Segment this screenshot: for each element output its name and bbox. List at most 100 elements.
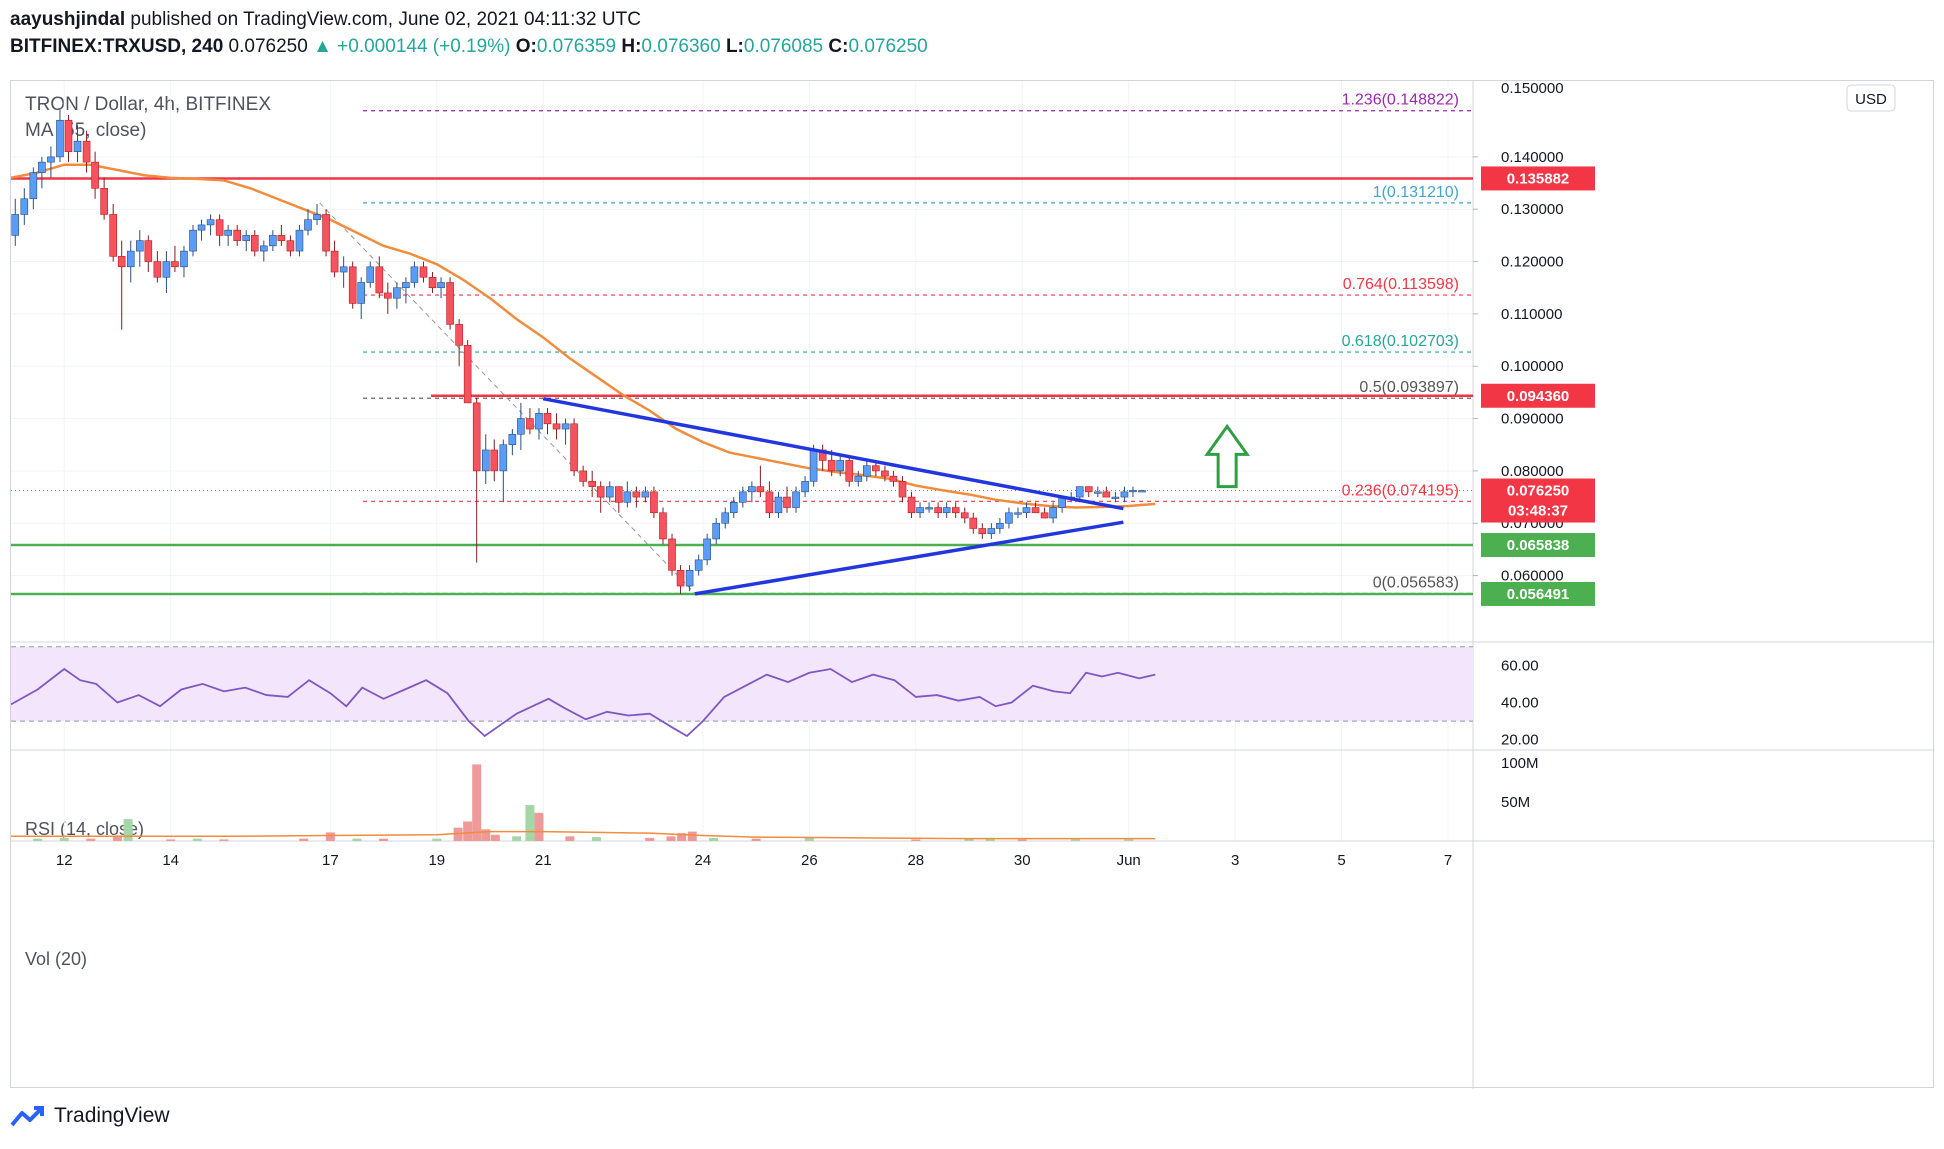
candle-body	[215, 219, 224, 236]
volume-bar	[432, 838, 442, 841]
candle-body	[1022, 507, 1031, 514]
volume-bar	[192, 838, 202, 841]
rsi-band	[11, 646, 1473, 722]
candle-body	[1094, 491, 1102, 494]
fib-level-label: 0.5(0.093897)	[1359, 379, 1459, 396]
volume-bar	[112, 836, 122, 841]
x-tick-label: 24	[695, 852, 712, 869]
candle-body	[641, 491, 650, 498]
fib-level-label: 1(0.131210)	[1373, 184, 1459, 201]
candle-body	[588, 481, 596, 487]
volume-bar	[1124, 839, 1134, 841]
rsi-tick-label: 60.00	[1501, 657, 1539, 674]
volume-bar	[166, 839, 176, 841]
candle-body	[969, 517, 978, 529]
candle-body	[197, 224, 206, 231]
y-tick-label: 0.120000	[1501, 254, 1564, 271]
candle-body	[109, 214, 117, 257]
candle-body	[375, 266, 384, 294]
candle-body	[508, 433, 517, 446]
candle-body	[925, 507, 933, 510]
candle-body	[535, 413, 543, 430]
candle-body	[615, 486, 623, 503]
y-tick-label: 0.140000	[1501, 149, 1564, 166]
candle-body	[1075, 486, 1084, 498]
volume-bar	[1070, 839, 1080, 841]
candle-body	[517, 418, 525, 435]
candle-body	[872, 465, 880, 472]
volume-bar	[804, 837, 814, 841]
volume-bar	[481, 829, 491, 841]
candle-body	[1014, 512, 1022, 515]
candle-body	[366, 266, 375, 283]
high-label: H:	[621, 36, 642, 57]
x-tick-label: 14	[162, 852, 179, 869]
candle-body	[428, 276, 437, 289]
candle-body	[171, 261, 179, 268]
x-tick-label: 26	[801, 852, 818, 869]
volume-bar	[463, 821, 473, 841]
candle-body	[1138, 490, 1146, 493]
candle-body	[20, 198, 29, 215]
low-value: 0.076085	[743, 36, 824, 57]
rsi-line	[11, 667, 1156, 738]
candle-body	[1005, 512, 1013, 524]
volume-ma-line	[11, 830, 1156, 840]
candle-body	[455, 324, 463, 346]
symbol-legend: TRON / Dollar, 4h, BITFINEX	[25, 94, 271, 115]
candle-body	[809, 449, 818, 482]
candle-body	[739, 491, 747, 503]
candle-body	[490, 449, 499, 472]
up-arrow-icon	[1204, 423, 1251, 489]
open-value: 0.076359	[536, 36, 617, 57]
fib-level-label: 0.618(0.102703)	[1342, 333, 1459, 350]
currency-label: USD	[1855, 91, 1887, 108]
last-price-tag-box	[1481, 478, 1595, 523]
candle-body	[1120, 491, 1129, 498]
chart-header: aayushjindal published on TradingView.co…	[10, 6, 928, 60]
candle-body	[393, 287, 401, 299]
volume-bar	[666, 836, 676, 841]
candle-body	[960, 512, 969, 519]
high-value: 0.076360	[641, 36, 721, 57]
fib-level-label: 0(0.056583)	[1373, 574, 1459, 591]
level-price-tag-box	[1481, 581, 1595, 606]
candle-body	[11, 214, 20, 236]
candle-body	[402, 282, 410, 289]
candle-body	[543, 413, 552, 425]
candle-body	[357, 282, 366, 304]
price-change: +0.000144 (+0.19%)	[337, 36, 511, 57]
rsi-tick-label: 40.00	[1501, 695, 1539, 712]
candle-body	[898, 481, 907, 498]
candle-body	[38, 161, 46, 173]
brand-name[interactable]: TradingView	[54, 1104, 170, 1127]
candle-body	[1129, 489, 1137, 493]
triangle-trend-line	[694, 520, 1124, 596]
candle-body	[1111, 496, 1120, 499]
candle-body	[260, 245, 268, 252]
candle-body	[277, 235, 286, 241]
candle-body	[632, 491, 641, 498]
y-tick-label-top: 0.150000	[1501, 81, 1564, 97]
level-price-tag-box	[1481, 166, 1595, 191]
candle-body	[668, 538, 676, 571]
candle-body	[472, 402, 481, 472]
volume-bar	[453, 827, 463, 841]
volume-bar	[325, 832, 335, 841]
volume-bar	[490, 834, 500, 841]
x-tick-label: 3	[1231, 852, 1239, 869]
chart-canvas[interactable]: TRON / Dollar, 4h, BITFINEX MA (55, clos…	[11, 81, 1935, 1089]
x-tick-label: 5	[1337, 852, 1345, 869]
x-tick-label: 28	[907, 852, 924, 869]
publisher-name[interactable]: aayushjindal	[10, 9, 126, 30]
candle-body	[242, 235, 251, 241]
currency-button[interactable]	[1846, 84, 1896, 112]
candle-body	[82, 140, 91, 163]
chart-frame[interactable]: TRON / Dollar, 4h, BITFINEX MA (55, clos…	[10, 80, 1935, 1089]
candle-body	[144, 240, 153, 262]
volume-bar	[709, 837, 719, 841]
candle-body	[64, 119, 73, 152]
footer-brand: TradingView	[10, 1104, 170, 1128]
up-triangle-icon: ▲	[313, 36, 332, 57]
fib-level-label: 1.236(0.148822)	[1342, 92, 1459, 109]
